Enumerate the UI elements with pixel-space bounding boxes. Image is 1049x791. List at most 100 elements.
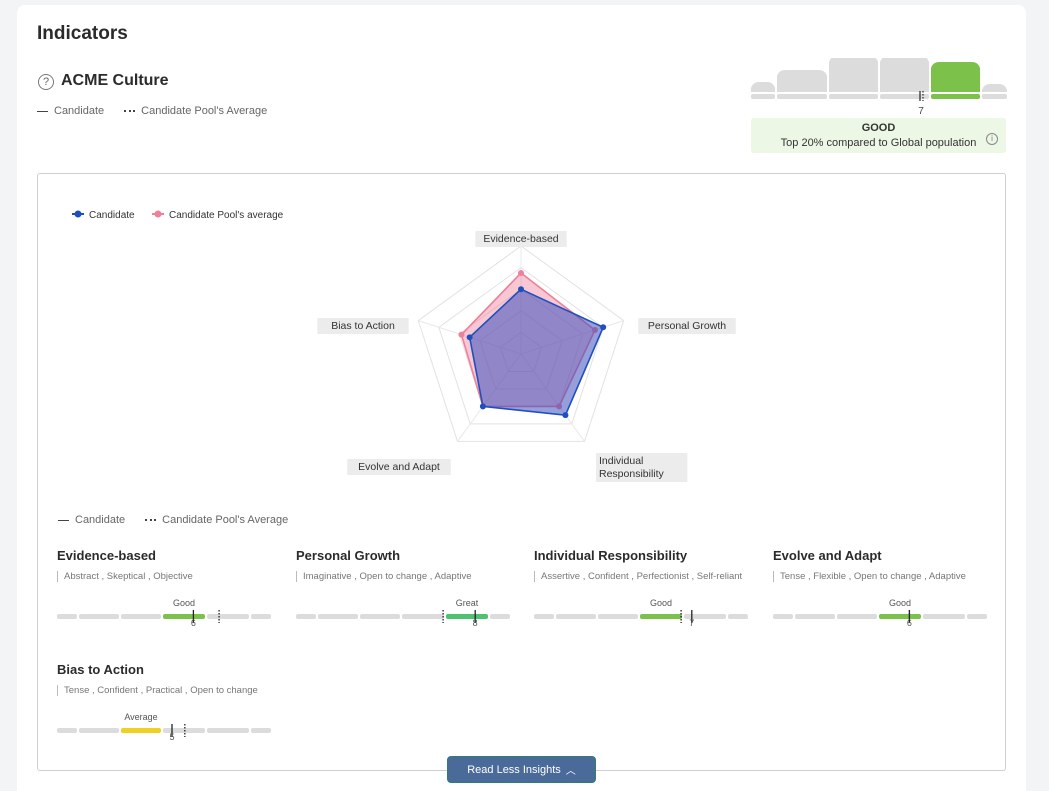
dotted-line-icon [145, 519, 157, 521]
rating-summary: Top 20% compared to Global population [780, 137, 977, 149]
indicator-title: Individual Responsibility [534, 548, 688, 563]
indicator-card: Evolve and Adapt Tense , Flexible , Open … [773, 548, 988, 628]
indicator-rating: Good [649, 598, 673, 608]
radar-axis-label: Evolve and Adapt [347, 459, 451, 475]
distribution-bin [751, 82, 775, 92]
score-segment [163, 728, 205, 733]
legend-pool-label: Candidate Pool's Average [162, 514, 289, 526]
score-segment [318, 614, 358, 619]
legend-series-label: Candidate Pool's average [169, 210, 284, 221]
score-segment [207, 614, 249, 619]
radar-point [518, 270, 524, 276]
question-circle-icon[interactable]: ? [38, 74, 54, 90]
indicator-card: Personal Growth Imaginative , Open to cha… [296, 548, 511, 628]
score-segment [57, 728, 77, 733]
radar-axis-label: Bias to Action [317, 318, 409, 334]
score-segment [534, 614, 554, 619]
indicator-score: 7 [689, 618, 695, 628]
indicator-tags: Assertive , Confident , Perfectionist , … [534, 571, 749, 582]
indicator-rating: Average [124, 712, 158, 722]
distribution-track [880, 94, 929, 99]
radar-axis-label: Evidence-based [475, 231, 567, 247]
indicator-score-bar: Good 6 [57, 598, 271, 638]
score-segment [923, 614, 965, 619]
radar-point [466, 334, 473, 341]
section-title: ACME Culture [61, 72, 169, 89]
legend-marker [74, 210, 82, 218]
indicator-score: 5 [169, 732, 175, 742]
distribution-bin [777, 70, 827, 92]
svg-text:Bias to Action: Bias to Action [331, 320, 395, 332]
distribution-bin [982, 84, 1007, 92]
indicator-score: 6 [190, 618, 196, 628]
button-label: Read Less Insights [467, 763, 561, 776]
read-less-insights-button[interactable]: Read Less Insights ︿ [447, 756, 596, 783]
score-segment [490, 614, 510, 619]
score-segment [728, 614, 748, 619]
indicator-tags: Tense , Flexible , Open to change , Adap… [773, 571, 988, 582]
radar-point [518, 286, 524, 293]
legend-candidate-label: Candidate [54, 105, 105, 117]
svg-text:Evolve and Adapt: Evolve and Adapt [358, 461, 440, 473]
insights-panel: Candidate Candidate Pool's average Evidenc… [37, 173, 1006, 771]
svg-text:Evidence-based: Evidence-based [483, 233, 558, 245]
info-icon[interactable]: i [986, 133, 998, 145]
indicator-card: Evidence-based Abstract , Skeptical , Obj… [57, 548, 272, 628]
rating-box: GOOD Top 20% compared to Global populati… [751, 118, 1006, 153]
solid-line-icon [37, 110, 48, 112]
radar-grid-ring [438, 266, 604, 425]
indicator-title: Evolve and Adapt [773, 548, 882, 563]
score-segment [446, 614, 488, 619]
radar-chart: Candidate Candidate Pool's average Evidenc… [72, 210, 736, 482]
distribution-track [829, 94, 878, 99]
legend-candidate-label: Candidate [75, 514, 126, 526]
indicator-rating: Good [888, 598, 912, 608]
radar-axis-label: Personal Growth [638, 318, 736, 334]
indicator-rating: Good [172, 598, 196, 608]
rating-label: GOOD [861, 122, 896, 134]
score-segment [251, 614, 271, 619]
indicator-score: 6 [906, 618, 912, 628]
distribution-track [982, 94, 1007, 99]
indicator-card: Bias to Action Tense , Confident , Practi… [57, 662, 272, 742]
distribution-bin [931, 62, 980, 92]
chevron-up-icon: ︿ [565, 766, 576, 777]
indicator-tags: Abstract , Skeptical , Objective [57, 571, 272, 582]
legend-series-label: Candidate [89, 210, 135, 221]
radar-point [458, 331, 465, 338]
score-segment [57, 614, 77, 619]
score-segment [879, 614, 921, 619]
score-segment [773, 614, 793, 619]
indicator-score-bar: Great 8 [296, 598, 510, 638]
indicator-tags: Imaginative , Open to change , Adaptive [296, 571, 511, 582]
svg-text:Personal Growth: Personal Growth [648, 320, 726, 332]
score-segment [967, 614, 987, 619]
legend-top: Candidate Candidate Pool's Average [37, 105, 267, 117]
score-segment [163, 614, 205, 619]
solid-line-icon [58, 519, 69, 521]
score-segment [837, 614, 877, 619]
radar-point [600, 324, 607, 331]
indicator-rating: Great [455, 598, 479, 608]
distribution-bin [829, 58, 878, 92]
indicator-score-bar: Good 6 [773, 598, 987, 638]
indicator-score-bar: Average 5 [57, 712, 271, 752]
indicator-tags: Tense , Confident , Practical , Open to … [57, 685, 272, 696]
radar-grid-ring [417, 245, 625, 442]
radar-series-area [468, 288, 605, 417]
score-segment [79, 728, 119, 733]
distribution-track [777, 94, 827, 99]
score-segment [360, 614, 400, 619]
distribution-score: 7 [918, 106, 924, 117]
score-segment [598, 614, 638, 619]
score-segment [795, 614, 835, 619]
legend-pool-label: Candidate Pool's Average [141, 105, 268, 117]
score-segment [684, 614, 726, 619]
legend-marker [154, 210, 162, 218]
radar-point [562, 412, 569, 419]
distribution-track [931, 94, 980, 99]
indicator-title: Bias to Action [57, 662, 144, 677]
indicator-title: Evidence-based [57, 548, 156, 563]
radar-legend: Candidate Candidate Pool's average [72, 210, 284, 221]
legend-mid: Candidate Candidate Pool's Average [58, 514, 288, 526]
